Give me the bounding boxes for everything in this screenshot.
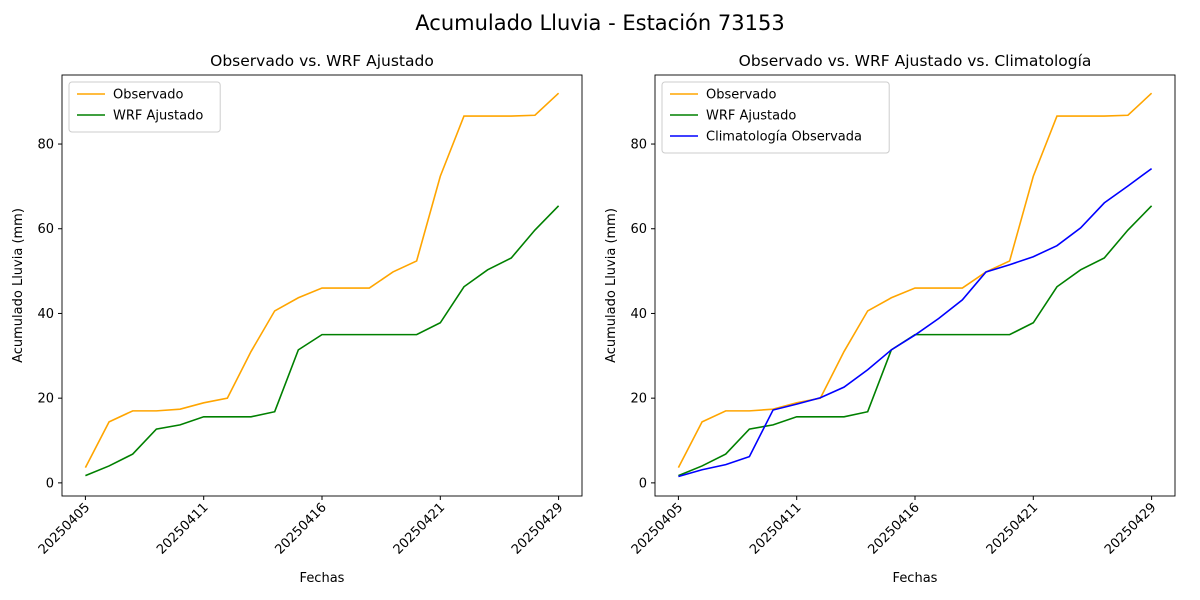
legend-box xyxy=(661,81,890,154)
plot-frame xyxy=(61,74,583,497)
y-tick-label: 80 xyxy=(37,138,54,153)
figure-title: Acumulado Lluvia - Estación 73153 xyxy=(415,11,784,35)
y-axis-label: Acumulado Lluvia (mm) xyxy=(604,208,619,363)
y-axis-label: Acumulado Lluvia (mm) xyxy=(11,208,26,363)
legend-label: Observado xyxy=(706,88,777,103)
legend-label: WRF Ajustado xyxy=(706,109,796,124)
x-axis-label: Fechas xyxy=(300,571,345,586)
plot-frame xyxy=(654,74,1176,497)
y-tick-label: 80 xyxy=(630,138,647,153)
y-tick-label: 0 xyxy=(639,476,647,491)
subplot-title: Observado vs. WRF Ajustado vs. Climatolo… xyxy=(739,52,1092,70)
series-line xyxy=(677,92,1153,468)
y-tick-label: 40 xyxy=(37,307,54,322)
legend-label: WRF Ajustado xyxy=(113,109,203,124)
y-tick-label: 60 xyxy=(630,222,647,237)
series-line xyxy=(84,92,560,468)
y-tick-label: 60 xyxy=(37,222,54,237)
y-tick-label: 0 xyxy=(46,476,54,491)
y-tick-label: 40 xyxy=(630,307,647,322)
legend-label: Observado xyxy=(113,88,184,103)
x-axis-label: Fechas xyxy=(893,571,938,586)
y-tick-label: 20 xyxy=(37,392,54,407)
series-line xyxy=(85,205,560,477)
series-line xyxy=(678,167,1153,478)
y-tick-label: 20 xyxy=(630,392,647,407)
legend-label: Climatología Observada xyxy=(706,130,862,145)
subplot-title: Observado vs. WRF Ajustado xyxy=(210,52,434,70)
legend-box xyxy=(68,81,221,133)
